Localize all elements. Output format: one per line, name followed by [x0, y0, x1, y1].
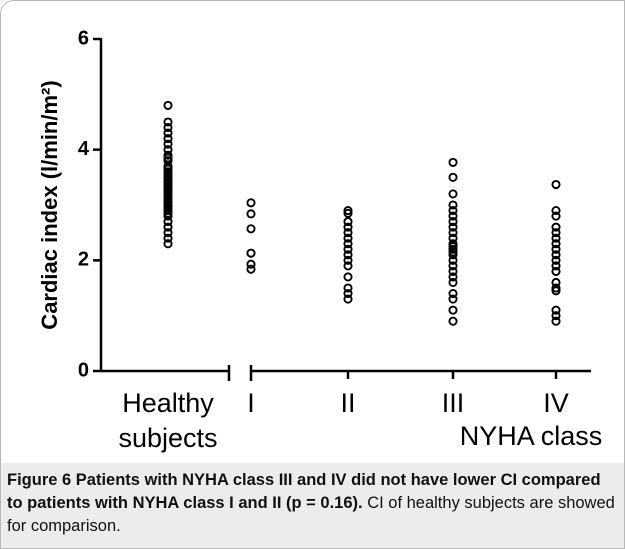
point [448, 294, 458, 304]
point [343, 239, 353, 249]
point [551, 250, 561, 260]
point [246, 209, 256, 219]
point [551, 277, 561, 288]
point [551, 305, 561, 315]
point [343, 261, 353, 271]
y-tick-label: 2 [78, 249, 89, 271]
point [163, 239, 173, 249]
point [448, 277, 458, 288]
point [343, 272, 353, 282]
x-tick-label: II [340, 388, 356, 418]
y-axis-label: Cardiac index (l/min/m²) [37, 80, 62, 329]
y-tick-label: 4 [78, 138, 90, 160]
point [448, 305, 458, 315]
point [343, 217, 353, 227]
x-tick-label: Healthy subjects [118, 388, 218, 453]
y-tick-label: 0 [78, 359, 89, 381]
point [246, 198, 256, 208]
point [343, 233, 353, 243]
point [163, 228, 173, 238]
point [343, 250, 353, 260]
point [343, 283, 353, 293]
point [163, 145, 173, 155]
x-tick-label: I [247, 388, 255, 418]
y-tick-label: 6 [78, 27, 89, 49]
point [163, 128, 173, 138]
point [343, 288, 353, 299]
point [551, 211, 561, 221]
point [551, 316, 561, 326]
point [163, 217, 173, 227]
point [551, 222, 561, 232]
point [246, 259, 256, 269]
point [551, 239, 561, 249]
point [163, 134, 173, 144]
point [343, 208, 353, 218]
point [163, 100, 173, 110]
point [343, 294, 353, 304]
x-tick-label: IV [543, 388, 569, 418]
point [551, 261, 561, 271]
point [246, 224, 256, 234]
point [551, 233, 561, 243]
point [448, 250, 458, 260]
point [448, 157, 458, 167]
caption: Figure 6 Patients with NYHA class III an… [1, 463, 624, 548]
caption-title: Figure 6 Patients with NYHA class III an… [7, 471, 601, 512]
x-tick-label: III [441, 388, 465, 418]
point [448, 172, 458, 182]
point [246, 264, 256, 274]
point [163, 122, 173, 133]
point [551, 286, 561, 296]
point [448, 200, 458, 210]
group-label: NYHA class [459, 421, 603, 451]
point [163, 117, 173, 127]
point [448, 228, 458, 238]
point [448, 222, 458, 232]
point [163, 211, 173, 221]
point [343, 244, 353, 254]
point [163, 139, 173, 149]
point [551, 244, 561, 254]
point [551, 179, 561, 190]
point [448, 211, 458, 221]
point [163, 156, 173, 166]
point [448, 233, 458, 243]
caption-text: CI of healthy subjects are showed for co… [7, 494, 615, 535]
chart: Cardiac index (l/min/m²) 0 2 4 6 [37, 27, 591, 381]
point [551, 228, 561, 238]
point [448, 261, 458, 271]
point [163, 233, 173, 243]
point [448, 316, 458, 326]
point [343, 228, 353, 238]
point [448, 217, 458, 227]
point [551, 205, 561, 216]
point [448, 189, 458, 199]
point [246, 248, 256, 258]
point [163, 222, 173, 232]
point [551, 266, 561, 276]
point [343, 222, 353, 232]
point [448, 255, 458, 265]
point [551, 255, 561, 265]
point [551, 311, 561, 321]
point [448, 288, 458, 299]
point [448, 272, 458, 282]
point [448, 205, 458, 216]
point [448, 266, 458, 276]
point [343, 255, 353, 265]
